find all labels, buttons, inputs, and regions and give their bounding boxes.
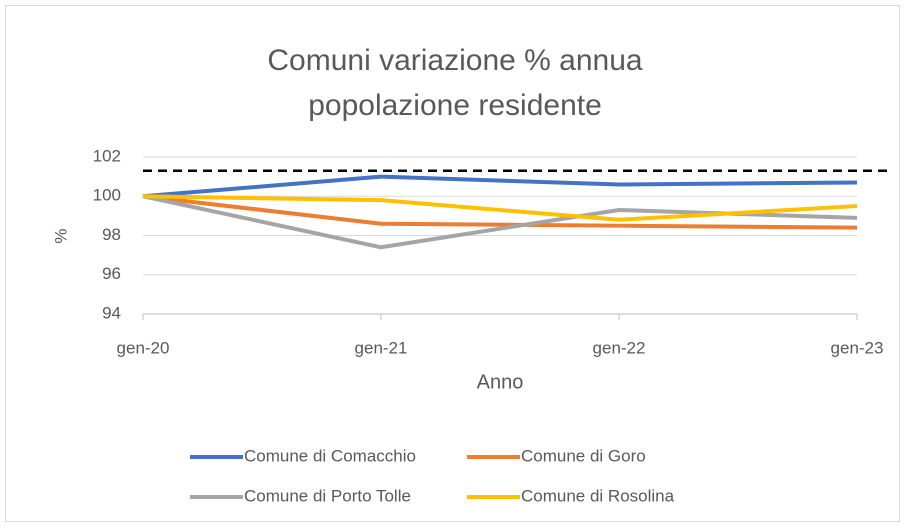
x-tick-label: gen-20 [117, 338, 170, 357]
series-line [142, 174, 858, 199]
legend-label: Comune di Rosolina [521, 486, 675, 505]
y-tick-label: 102 [93, 146, 121, 165]
y-tick-label: 98 [102, 225, 121, 244]
legend-label: Comune di Goro [521, 446, 646, 465]
y-axis-label: % [51, 228, 70, 243]
chart-title: Comuni variazione % annua popolazione re… [267, 44, 643, 122]
x-axis-label: Anno [477, 371, 524, 393]
x-tick-label: gen-22 [593, 338, 646, 357]
legend-label: Comune di Comacchio [244, 446, 416, 465]
x-tick-label: gen-21 [355, 338, 408, 357]
legend-label: Comune di Porto Tolle [244, 486, 411, 505]
series-line [142, 194, 858, 230]
y-tick-label: 94 [102, 303, 121, 322]
x-tick-label: gen-23 [831, 338, 884, 357]
series-line [142, 194, 858, 222]
y-tick-label: 96 [102, 264, 121, 283]
y-tick-label: 100 [93, 186, 121, 205]
chart-border [5, 5, 900, 522]
